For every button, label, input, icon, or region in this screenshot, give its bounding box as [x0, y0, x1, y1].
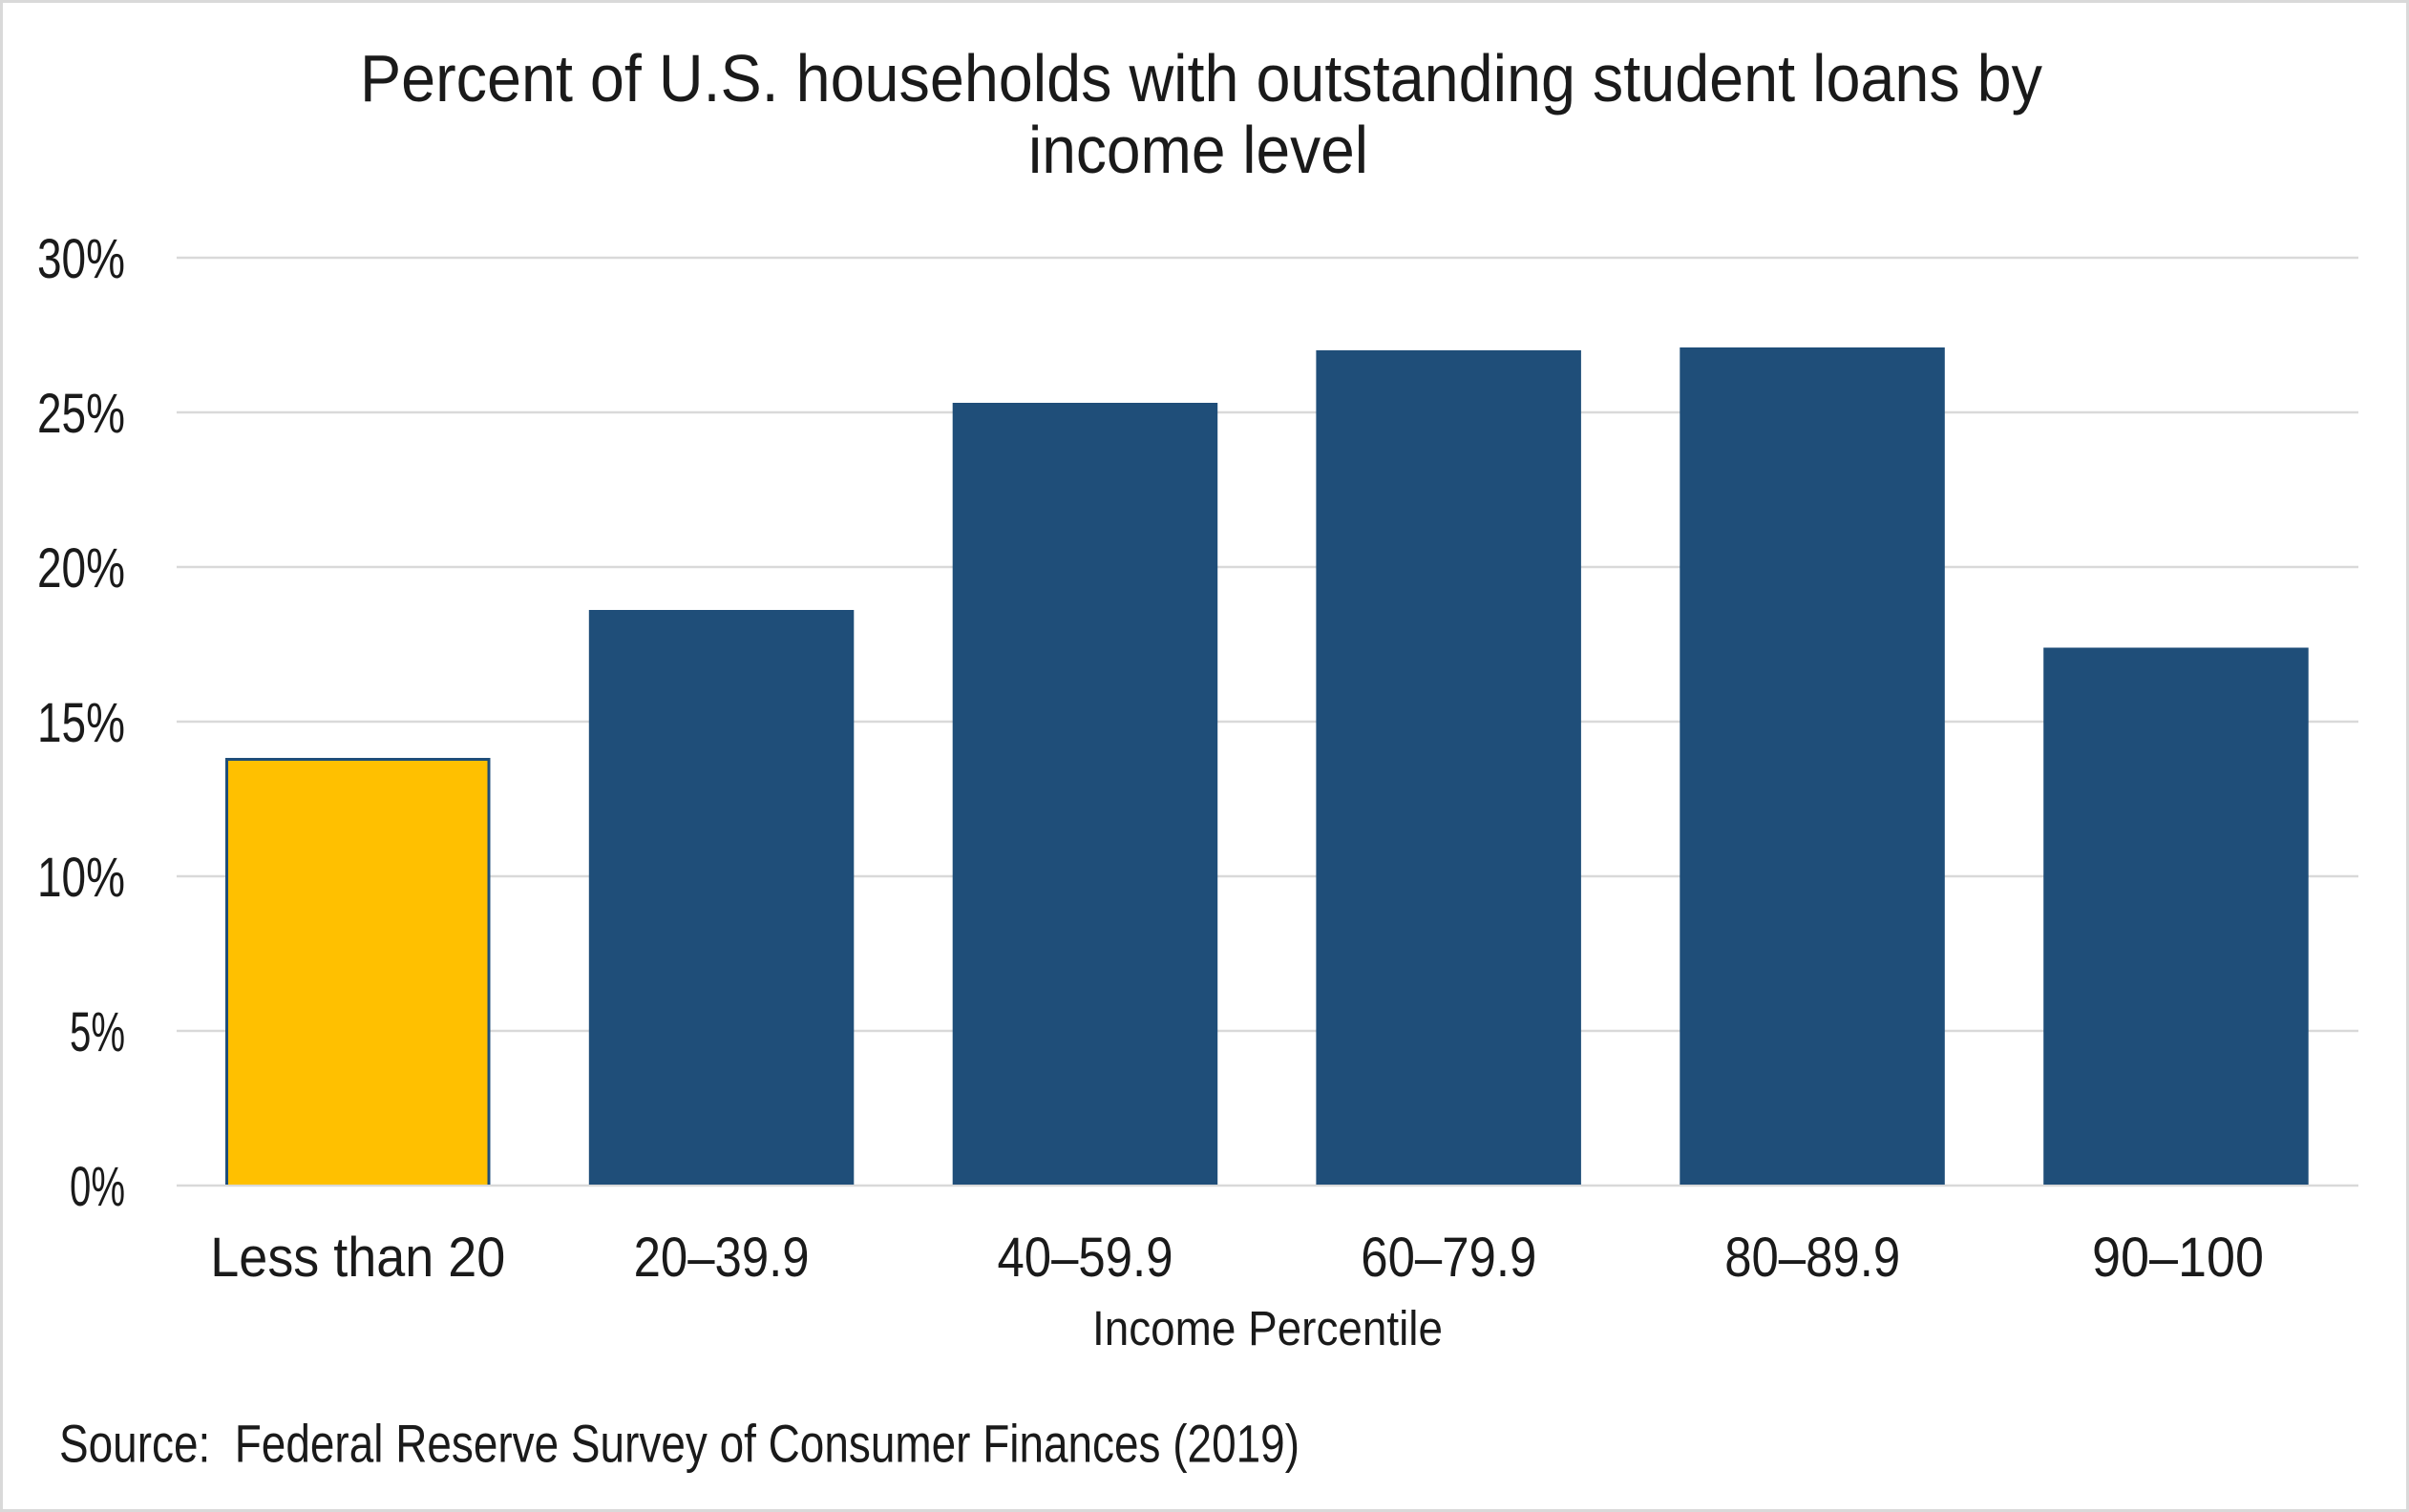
svg-text:90–100: 90–100 [2092, 1227, 2264, 1289]
svg-text:Less than 20: Less than 20 [210, 1227, 505, 1289]
svg-text:income level: income level [1028, 113, 1368, 187]
svg-text:30%: 30% [37, 228, 125, 290]
svg-text:5%: 5% [70, 1001, 125, 1063]
svg-text:Percent of U.S. households wit: Percent of U.S. households with outstand… [360, 41, 2042, 116]
svg-text:60–79.9: 60–79.9 [1361, 1227, 1536, 1289]
svg-text:0%: 0% [70, 1156, 125, 1218]
svg-text:20–39.9: 20–39.9 [634, 1227, 810, 1289]
svg-text:Source: Federal Reserve Surve: Source: Federal Reserve Survey of Consum… [59, 1414, 1300, 1474]
svg-text:40–59.9: 40–59.9 [998, 1227, 1173, 1289]
svg-text:80–89.9: 80–89.9 [1724, 1227, 1900, 1289]
svg-text:20%: 20% [37, 537, 125, 599]
svg-text:15%: 15% [37, 692, 125, 754]
svg-text:25%: 25% [37, 383, 125, 445]
svg-text:10%: 10% [37, 847, 125, 909]
svg-text:Income Percentile: Income Percentile [1092, 1301, 1443, 1355]
